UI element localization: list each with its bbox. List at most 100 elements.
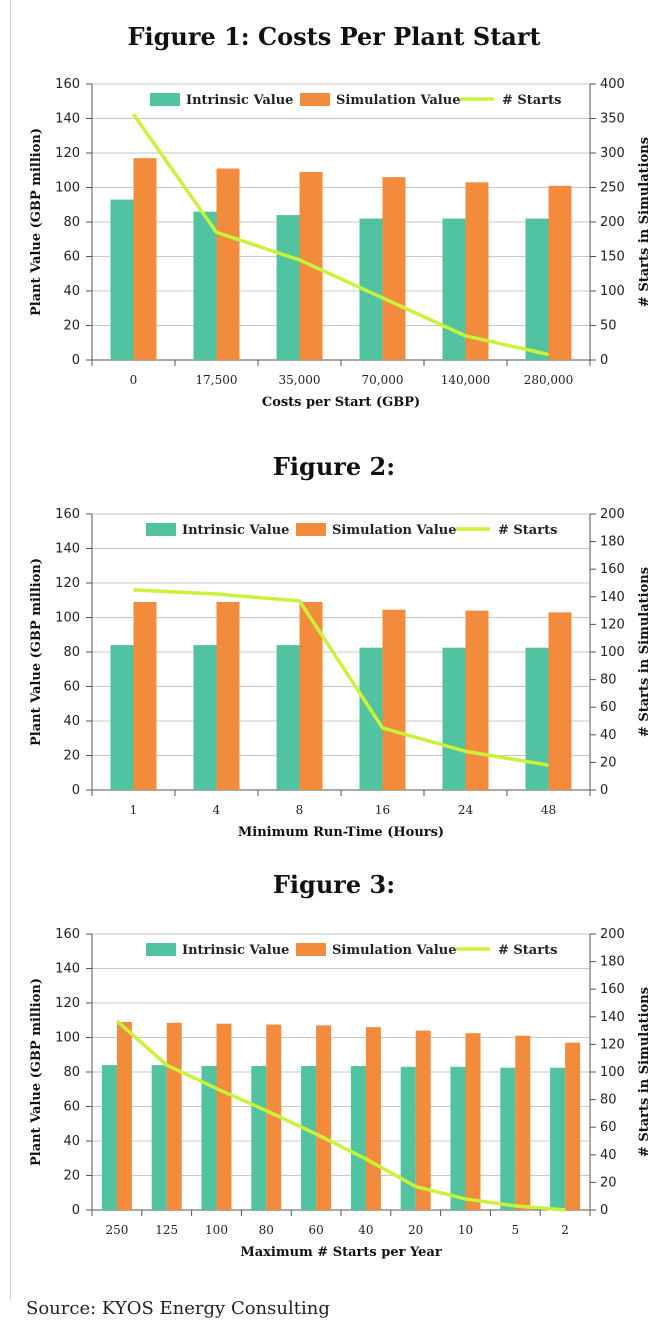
simulation-value-bar <box>548 612 572 790</box>
simulation-value-bar <box>266 1024 282 1210</box>
y-tick-label: 60 <box>63 680 80 695</box>
intrinsic-value-bar <box>359 218 383 360</box>
starts-point <box>465 335 466 337</box>
y2-tick-label: 140 <box>600 590 625 605</box>
legend-swatch-intrinsic <box>146 523 176 536</box>
y-axis-title: Plant Value (GBP million) <box>29 128 44 316</box>
x-tick-label: 20 <box>408 1223 423 1237</box>
x-tick-label: 17,500 <box>196 373 238 387</box>
y2-axis-title: # Starts in Simulations <box>637 987 652 1157</box>
y-axis-title: Plant Value (GBP million) <box>29 558 44 746</box>
simulation-value-bar <box>382 177 406 360</box>
y2-tick-label: 250 <box>600 181 625 196</box>
x-tick-label: 80 <box>259 1223 274 1237</box>
x-tick-label: 100 <box>205 1223 228 1237</box>
x-tick-label: 0 <box>130 373 138 387</box>
y2-tick-label: 350 <box>600 112 625 127</box>
legend-swatch-simulation <box>296 523 326 536</box>
y2-tick-label: 180 <box>600 535 625 550</box>
y-tick-label: 40 <box>63 714 80 729</box>
simulation-value-bar <box>565 1042 581 1210</box>
x-tick-label: 5 <box>511 1223 519 1237</box>
simulation-value-bar <box>216 168 240 360</box>
y-axis-title: Plant Value (GBP million) <box>29 978 44 1166</box>
simulation-value-bar <box>548 185 572 360</box>
legend-swatch-simulation <box>300 93 330 106</box>
simulation-value-bar <box>316 1025 332 1210</box>
intrinsic-value-bar <box>500 1067 516 1210</box>
y2-tick-label: 160 <box>600 562 625 577</box>
y2-tick-label: 200 <box>600 507 625 522</box>
y2-tick-label: 200 <box>600 215 625 230</box>
legend-label-simulation: Simulation Value <box>336 93 460 108</box>
intrinsic-value-bar <box>400 1066 416 1210</box>
starts-point <box>365 1158 367 1160</box>
y2-tick-label: 100 <box>600 1065 625 1080</box>
starts-point <box>465 750 466 752</box>
x-tick-label: 280,000 <box>524 373 574 387</box>
y2-tick-label: 60 <box>600 700 617 715</box>
starts-line <box>133 588 549 767</box>
intrinsic-value-bar <box>101 1065 117 1210</box>
simulation-value-bar <box>382 609 406 790</box>
x-tick-label: 24 <box>458 803 474 817</box>
legend-label-simulation: Simulation Value <box>332 523 456 538</box>
y-tick-label: 140 <box>55 962 80 977</box>
x-tick-label: 35,000 <box>279 373 321 387</box>
intrinsic-value-bar <box>442 218 466 360</box>
starts-point <box>299 600 300 602</box>
simulation-value-bar <box>216 601 240 790</box>
y-tick-label: 140 <box>55 112 80 127</box>
intrinsic-value-bar <box>251 1065 267 1210</box>
simulation-value-bar <box>166 1022 182 1210</box>
y2-tick-label: 200 <box>600 927 625 942</box>
legend-label-starts: # Starts <box>502 93 561 108</box>
intrinsic-value-bar <box>276 215 300 360</box>
starts-point <box>465 1198 466 1200</box>
y-tick-label: 20 <box>63 749 80 764</box>
starts-point <box>415 1186 417 1188</box>
simulation-value-bar <box>465 1033 481 1210</box>
starts-point <box>116 1020 118 1022</box>
y2-tick-label: 80 <box>600 1093 617 1108</box>
y-tick-label: 40 <box>63 1134 80 1149</box>
x-tick-label: 60 <box>308 1223 323 1237</box>
y-tick-label: 80 <box>63 1065 80 1080</box>
y-tick-label: 160 <box>55 507 80 522</box>
page-frame <box>10 0 661 1300</box>
intrinsic-value-bar <box>193 211 217 360</box>
figure-2-chart: 0 20 40 60 80 100 120 140 160 0 20 40 60 80 100 120 140 1… <box>29 507 652 840</box>
y2-tick-label: 0 <box>600 783 608 798</box>
simulation-value-bar <box>365 1027 381 1210</box>
y-tick-label: 0 <box>72 783 80 798</box>
figure-1-title: Figure 1: Costs Per Plant Start <box>127 22 541 51</box>
figure-3-title: Figure 3: <box>272 870 396 899</box>
intrinsic-value-bar <box>151 1065 167 1210</box>
starts-point <box>299 259 300 261</box>
y-tick-label: 60 <box>63 250 80 265</box>
intrinsic-value-bar <box>359 647 383 790</box>
simulation-value-bar <box>133 158 157 360</box>
x-tick-label: 2 <box>561 1223 569 1237</box>
source-note: Source: KYOS Energy Consulting <box>26 1298 330 1319</box>
y2-tick-label: 40 <box>600 1148 617 1163</box>
y-tick-label: 40 <box>63 284 80 299</box>
y-tick-label: 20 <box>63 1169 80 1184</box>
starts-point <box>216 231 217 233</box>
y2-tick-label: 160 <box>600 982 625 997</box>
y-tick-label: 160 <box>55 927 80 942</box>
intrinsic-value-bar <box>110 645 134 790</box>
starts-point <box>166 1064 168 1066</box>
y2-tick-label: 100 <box>600 284 625 299</box>
y-tick-label: 100 <box>55 611 80 626</box>
intrinsic-value-bar <box>301 1065 317 1210</box>
legend-swatch-intrinsic <box>146 943 176 956</box>
starts-point <box>133 589 134 591</box>
simulation-value-bar <box>133 601 157 790</box>
starts-point <box>265 1110 267 1112</box>
x-tick-label: 48 <box>541 803 556 817</box>
simulation-value-bar <box>216 1023 232 1210</box>
starts-point <box>514 1205 516 1207</box>
legend-label-simulation: Simulation Value <box>332 943 456 958</box>
y2-tick-label: 40 <box>600 728 617 743</box>
